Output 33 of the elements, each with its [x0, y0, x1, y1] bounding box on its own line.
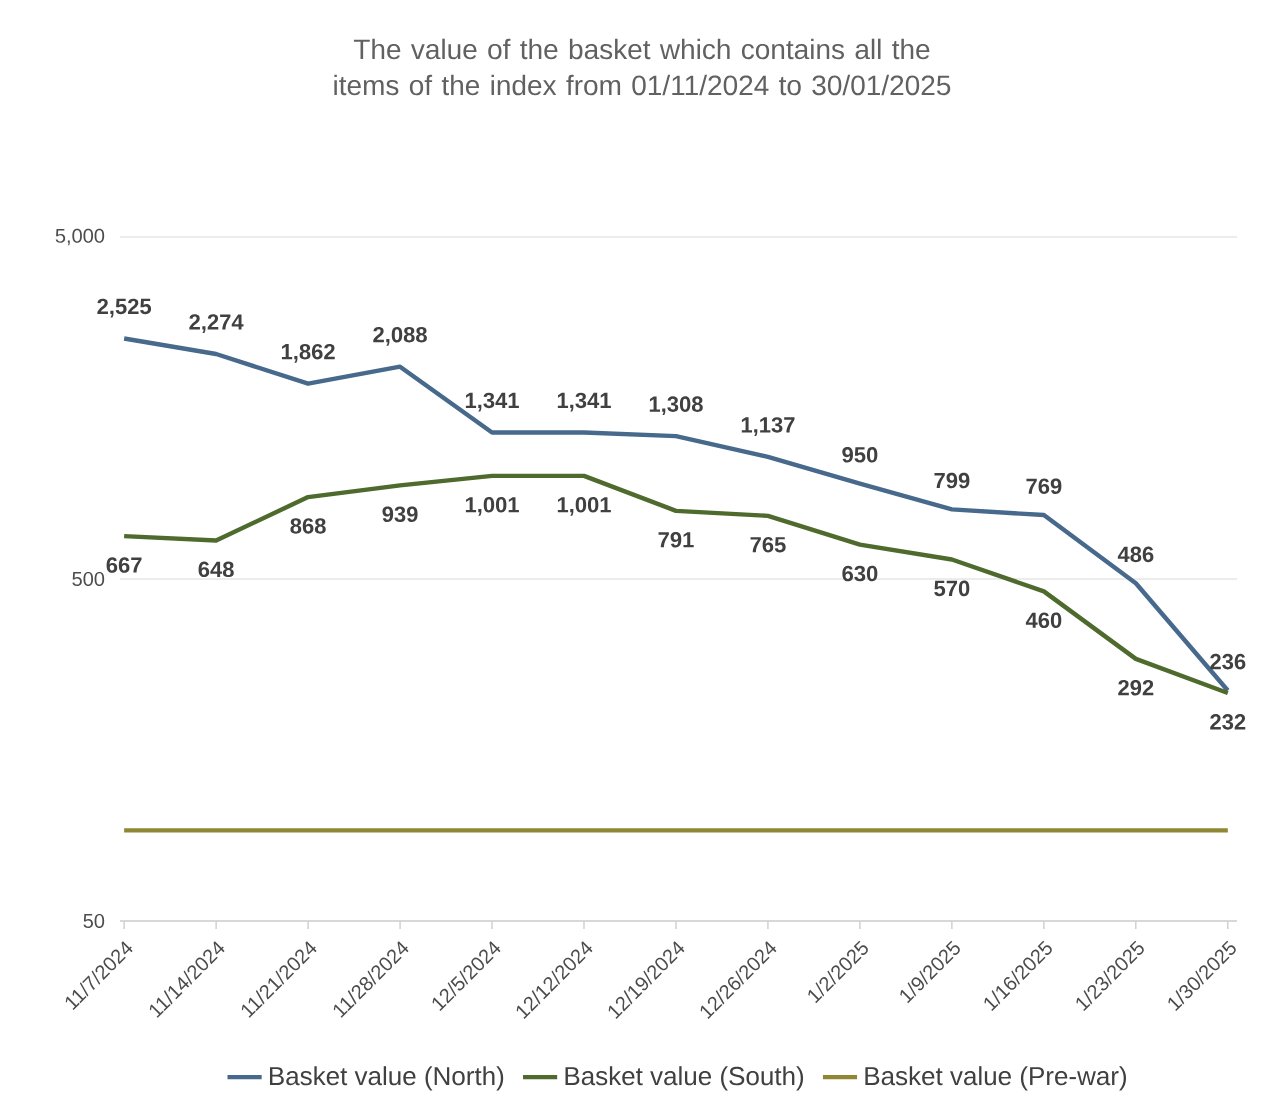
data-label: 950: [842, 447, 878, 463]
data-label: 939: [382, 506, 418, 523]
data-label: 791: [658, 531, 694, 548]
data-label: 1,137: [741, 417, 795, 436]
data-label: 460: [1025, 612, 1062, 629]
data-label: 667: [106, 557, 142, 573]
data-label: 769: [1026, 478, 1062, 494]
data-label: 2,525: [97, 298, 152, 318]
data-label: 292: [1118, 679, 1154, 696]
data-label: 232: [1210, 714, 1246, 730]
y-tick-label: 5,000: [55, 228, 105, 246]
chart-title: The value of the basket which contains all the items of the index from 01/11/2024 to 30/01/2025: [334, 38, 951, 96]
data-label: 1,862: [281, 343, 335, 363]
data-label: 868: [290, 518, 326, 534]
data-label: 1,341: [557, 392, 611, 412]
data-label: 648: [198, 561, 234, 578]
data-label: 630: [842, 565, 878, 582]
y-tick-label: 50: [83, 913, 105, 929]
data-label: 2,274: [189, 314, 244, 333]
data-label: 236: [1210, 653, 1246, 670]
data-label: 486: [1117, 546, 1154, 563]
data-label: 799: [934, 472, 970, 489]
legend-label: Basket value (Pre-war): [865, 1066, 1127, 1091]
legend-label: Basket value (North): [269, 1066, 504, 1091]
data-label: 570: [934, 580, 970, 597]
data-label: 1,308: [649, 396, 703, 416]
data-label: 765: [750, 536, 786, 553]
data-label: 1,341: [465, 392, 519, 412]
data-label: 1,001: [465, 496, 519, 516]
data-label: 1,001: [557, 496, 611, 516]
data-label: 2,088: [373, 326, 427, 346]
y-tick-label: 500: [72, 571, 105, 587]
legend-label: Basket value (South): [565, 1066, 804, 1091]
